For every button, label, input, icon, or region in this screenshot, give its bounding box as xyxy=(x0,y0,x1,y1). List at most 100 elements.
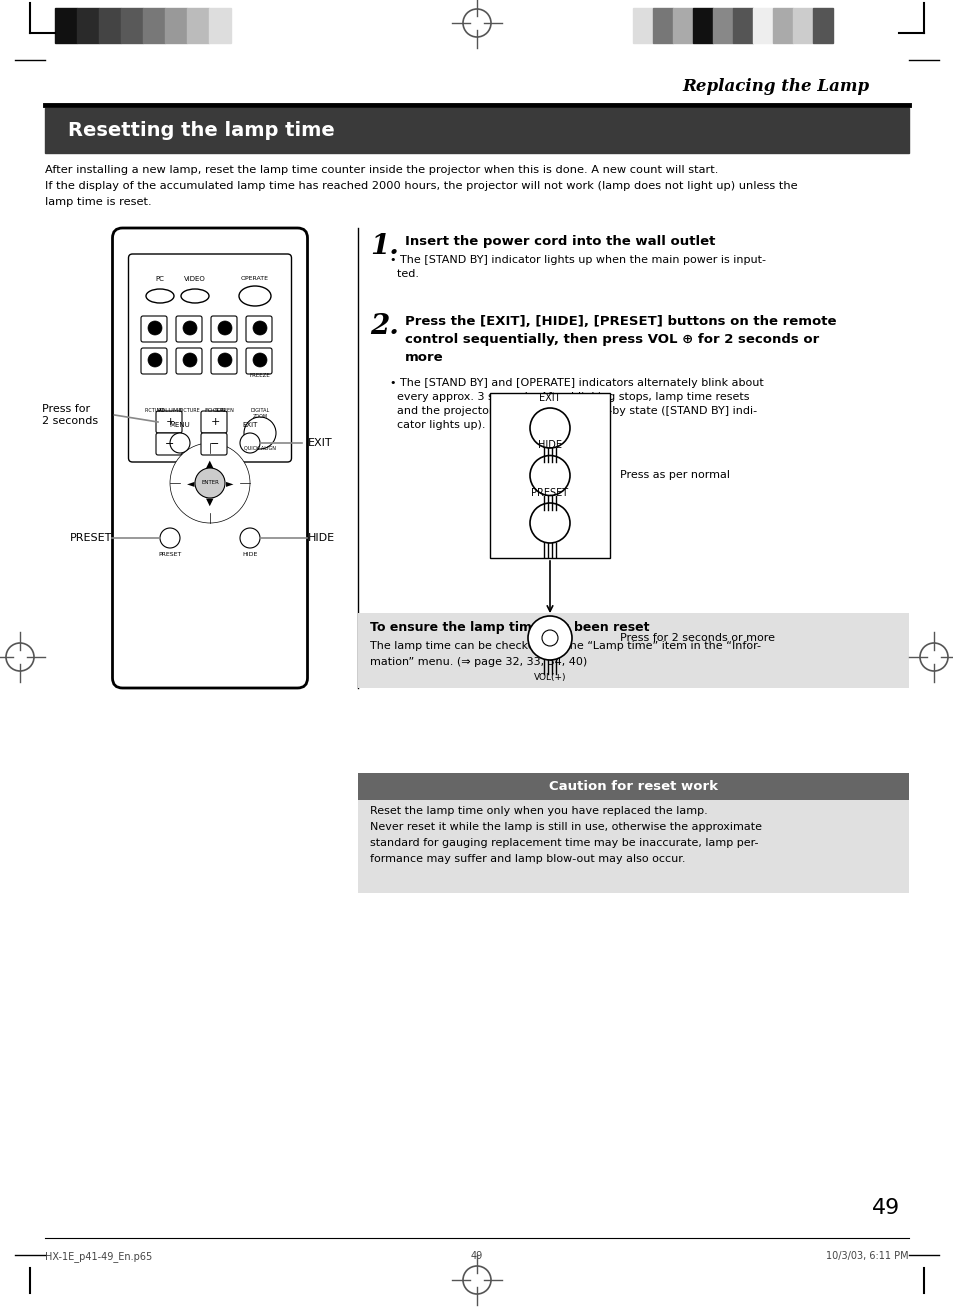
Circle shape xyxy=(148,320,162,335)
Text: Replacing the Lamp: Replacing the Lamp xyxy=(682,77,869,95)
Text: • The [STAND BY] and [OPERATE] indicators alternately blink about
  every approx: • The [STAND BY] and [OPERATE] indicator… xyxy=(390,378,763,429)
Circle shape xyxy=(541,630,558,646)
Text: OPERATE: OPERATE xyxy=(241,276,269,281)
Text: 49: 49 xyxy=(871,1197,899,1218)
FancyBboxPatch shape xyxy=(201,411,227,433)
Bar xyxy=(633,8,652,43)
Text: Caution for reset work: Caution for reset work xyxy=(548,780,718,793)
FancyBboxPatch shape xyxy=(175,316,202,341)
Text: ENTER: ENTER xyxy=(201,481,218,486)
Ellipse shape xyxy=(239,286,271,306)
Bar xyxy=(357,773,908,800)
Text: HIDE: HIDE xyxy=(307,533,335,544)
Bar xyxy=(812,8,832,43)
Circle shape xyxy=(160,528,180,548)
Text: ►: ► xyxy=(225,478,233,488)
Bar xyxy=(165,8,187,43)
FancyBboxPatch shape xyxy=(141,316,167,341)
Text: −: − xyxy=(165,439,174,449)
Bar xyxy=(99,8,121,43)
Circle shape xyxy=(530,503,569,544)
Circle shape xyxy=(240,528,260,548)
Text: standard for gauging replacement time may be inaccurate, lamp per-: standard for gauging replacement time ma… xyxy=(370,838,758,848)
Circle shape xyxy=(194,467,225,498)
Circle shape xyxy=(530,456,569,495)
Text: Insert the power cord into the wall outlet: Insert the power cord into the wall outl… xyxy=(405,235,715,248)
Text: HIDE: HIDE xyxy=(242,551,257,557)
FancyBboxPatch shape xyxy=(141,348,167,374)
Circle shape xyxy=(527,616,572,660)
FancyBboxPatch shape xyxy=(211,316,236,341)
Text: +: + xyxy=(165,418,174,427)
Text: FREEZE: FREEZE xyxy=(250,373,270,378)
Text: Press for 2 seconds or more: Press for 2 seconds or more xyxy=(619,633,774,643)
Circle shape xyxy=(170,433,190,453)
Bar xyxy=(672,8,692,43)
FancyBboxPatch shape xyxy=(129,253,292,462)
Text: VOL(+): VOL(+) xyxy=(533,674,566,681)
Text: PC: PC xyxy=(155,276,164,282)
Bar xyxy=(209,8,231,43)
Text: formance may suffer and lamp blow-out may also occur.: formance may suffer and lamp blow-out ma… xyxy=(370,853,685,864)
Circle shape xyxy=(530,408,569,448)
FancyBboxPatch shape xyxy=(156,411,182,433)
Text: lamp time is reset.: lamp time is reset. xyxy=(45,197,152,207)
Bar xyxy=(490,393,609,558)
Circle shape xyxy=(253,353,267,368)
Bar xyxy=(772,8,792,43)
Circle shape xyxy=(218,320,232,335)
Bar xyxy=(77,8,99,43)
Text: PICTURE: PICTURE xyxy=(145,408,165,414)
Text: PRESET: PRESET xyxy=(158,551,181,557)
Circle shape xyxy=(148,353,162,368)
Text: ▲: ▲ xyxy=(206,458,213,469)
FancyBboxPatch shape xyxy=(246,316,272,341)
Text: MENU: MENU xyxy=(170,421,191,428)
Bar xyxy=(652,8,672,43)
Text: HIDE: HIDE xyxy=(537,440,561,450)
Text: Press as per normal: Press as per normal xyxy=(619,470,729,481)
Text: To ensure the lamp time has been reset: To ensure the lamp time has been reset xyxy=(370,621,649,634)
Text: VIDEO: VIDEO xyxy=(184,276,206,282)
Text: 49: 49 xyxy=(471,1251,482,1260)
Bar xyxy=(143,8,165,43)
Bar xyxy=(792,8,812,43)
Bar xyxy=(55,8,77,43)
Text: If the display of the accumulated lamp time has reached 2000 hours, the projecto: If the display of the accumulated lamp t… xyxy=(45,181,797,190)
Circle shape xyxy=(183,320,196,335)
Text: SCREEN: SCREEN xyxy=(214,408,234,414)
Text: HX-1E_p41-49_En.p65: HX-1E_p41-49_En.p65 xyxy=(45,1251,152,1262)
Text: DIGITAL
ZOOM: DIGITAL ZOOM xyxy=(250,408,270,419)
Text: Reset the lamp time only when you have replaced the lamp.: Reset the lamp time only when you have r… xyxy=(370,806,707,815)
FancyBboxPatch shape xyxy=(211,348,236,374)
Text: EXIT: EXIT xyxy=(538,393,560,403)
Bar xyxy=(692,8,712,43)
Text: PRESET: PRESET xyxy=(531,488,568,498)
Circle shape xyxy=(183,353,196,368)
Text: mation” menu. (⇒ page 32, 33, 34, 40): mation” menu. (⇒ page 32, 33, 34, 40) xyxy=(370,656,587,667)
Circle shape xyxy=(253,320,267,335)
Circle shape xyxy=(240,433,260,453)
Bar xyxy=(357,800,908,893)
FancyBboxPatch shape xyxy=(246,348,272,374)
Text: ◄: ◄ xyxy=(187,478,194,488)
Text: VOLUME: VOLUME xyxy=(157,408,183,414)
Text: 1.: 1. xyxy=(370,232,398,260)
FancyBboxPatch shape xyxy=(112,228,307,688)
Text: QUICK ALIGN: QUICK ALIGN xyxy=(244,445,275,450)
Ellipse shape xyxy=(181,289,209,303)
Text: PICTURE: PICTURE xyxy=(179,408,200,414)
FancyBboxPatch shape xyxy=(156,433,182,456)
Text: PRESET: PRESET xyxy=(71,533,112,544)
FancyBboxPatch shape xyxy=(175,348,202,374)
Bar xyxy=(187,8,209,43)
Text: −: − xyxy=(210,439,219,449)
Bar xyxy=(357,613,908,688)
Bar xyxy=(732,8,752,43)
Text: Never reset it while the lamp is still in use, otherwise the approximate: Never reset it while the lamp is still i… xyxy=(370,822,761,832)
FancyBboxPatch shape xyxy=(201,433,227,456)
Text: Resetting the lamp time: Resetting the lamp time xyxy=(68,121,335,140)
Text: +: + xyxy=(210,418,219,427)
Text: • The [STAND BY] indicator lights up when the main power is input-
  ted.: • The [STAND BY] indicator lights up whe… xyxy=(390,255,765,278)
Text: The lamp time can be checked via the “Lamp time” item in the “Infor-: The lamp time can be checked via the “La… xyxy=(370,641,760,651)
